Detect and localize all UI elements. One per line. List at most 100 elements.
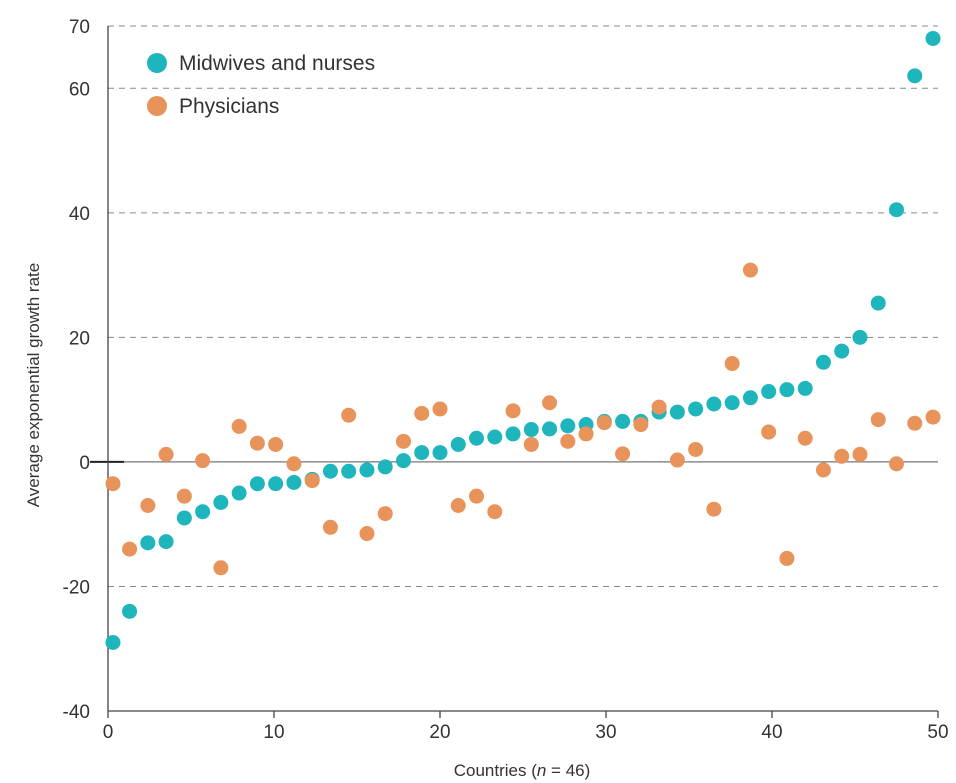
nurse-point-41 <box>852 329 868 345</box>
legend: Midwives and nurses Physicians <box>147 52 375 118</box>
x-tick-label: 10 <box>263 722 284 743</box>
x-axis-title-variable: n <box>537 761 546 780</box>
physician-point-25 <box>560 433 576 449</box>
physician-point-15 <box>377 506 393 522</box>
nurse-point-3 <box>158 534 174 550</box>
nurse-point-38 <box>797 380 813 396</box>
nurse-point-31 <box>669 404 685 420</box>
y-tick-label: 60 <box>69 79 90 100</box>
data-points <box>105 30 941 650</box>
nurse-point-44 <box>907 68 923 84</box>
physician-point-45 <box>925 409 941 425</box>
nurse-point-19 <box>450 436 466 452</box>
axes <box>90 26 939 718</box>
nurse-point-5 <box>195 504 211 520</box>
physician-point-7 <box>231 418 247 434</box>
legend-marker-midwives <box>147 53 167 73</box>
physician-point-26 <box>578 426 594 442</box>
y-tick-labels: 70 60 40 20 0 -20 -40 <box>63 17 90 723</box>
nurse-point-7 <box>231 485 247 501</box>
nurse-point-4 <box>176 510 192 526</box>
nurse-point-18 <box>432 445 448 461</box>
legend-label-physicians: Physicians <box>179 95 279 118</box>
physician-point-40 <box>834 448 850 464</box>
x-tick-label: 40 <box>761 722 782 743</box>
physician-point-33 <box>706 501 722 517</box>
physician-point-10 <box>286 456 302 472</box>
physician-point-23 <box>523 436 539 452</box>
physician-point-2 <box>140 498 156 513</box>
x-axis-title-suffix: = 46) <box>546 761 590 780</box>
physician-point-12 <box>322 519 338 535</box>
x-axis-title: Countries (n = 46) <box>454 761 591 780</box>
nurse-point-0 <box>105 635 121 650</box>
physician-point-16 <box>395 433 411 449</box>
nurse-point-1 <box>122 603 138 619</box>
nurse-point-32 <box>688 401 704 417</box>
physician-point-4 <box>176 488 192 504</box>
physician-point-20 <box>469 488 485 504</box>
physician-point-11 <box>304 473 320 489</box>
nurse-point-13 <box>341 463 357 479</box>
nurse-point-2 <box>140 535 156 551</box>
physician-point-1 <box>122 541 138 557</box>
physician-point-8 <box>249 435 265 451</box>
physician-point-44 <box>907 415 923 431</box>
x-tick-label: 0 <box>103 722 114 743</box>
x-tick-label: 30 <box>595 722 616 743</box>
x-tick-label: 50 <box>927 722 948 743</box>
nurse-point-33 <box>706 396 722 412</box>
physician-point-5 <box>195 453 211 469</box>
x-tick-labels: 0 10 20 30 40 50 <box>103 722 949 743</box>
physician-point-42 <box>870 412 886 428</box>
physician-point-43 <box>889 456 904 472</box>
physician-point-30 <box>651 399 667 415</box>
nurse-point-43 <box>889 202 904 218</box>
physician-point-27 <box>596 415 612 431</box>
physician-point-22 <box>505 403 521 419</box>
y-tick-label: -40 <box>63 702 90 723</box>
nurse-point-9 <box>268 476 284 492</box>
legend-label-midwives: Midwives and nurses <box>179 52 375 75</box>
legend-marker-physicians <box>147 96 167 116</box>
y-tick-label: 70 <box>69 17 90 38</box>
physician-point-6 <box>213 560 229 576</box>
physician-point-32 <box>688 441 704 457</box>
physician-point-3 <box>158 446 174 462</box>
nurse-point-15 <box>377 459 393 475</box>
nurse-point-24 <box>542 421 558 437</box>
nurse-point-39 <box>815 354 831 370</box>
nurse-point-22 <box>505 426 521 442</box>
y-tick-label: -20 <box>63 577 90 598</box>
y-tick-label: 40 <box>69 204 90 225</box>
nurse-point-10 <box>286 474 302 490</box>
physician-point-34 <box>724 356 740 372</box>
nurse-point-16 <box>395 453 411 469</box>
nurse-point-23 <box>523 422 539 438</box>
nurse-point-17 <box>414 445 430 461</box>
physician-point-9 <box>268 436 284 452</box>
nurse-point-21 <box>487 429 503 445</box>
nurse-point-28 <box>615 413 631 429</box>
nurse-point-34 <box>724 395 740 411</box>
physician-point-39 <box>815 462 831 478</box>
y-tick-label: 20 <box>69 328 90 349</box>
physician-point-19 <box>450 498 466 513</box>
physician-point-14 <box>359 526 375 542</box>
physician-point-0 <box>105 476 121 492</box>
physician-point-13 <box>341 407 357 423</box>
x-tick-label: 20 <box>429 722 450 743</box>
nurse-point-20 <box>469 430 485 446</box>
nurse-point-35 <box>742 390 758 406</box>
nurse-point-37 <box>779 382 795 398</box>
physician-point-37 <box>779 550 795 566</box>
physician-point-31 <box>669 452 685 468</box>
physician-point-35 <box>742 262 758 278</box>
y-axis-title: Average exponential growth rate <box>24 263 43 507</box>
x-axis-title-prefix: Countries ( <box>454 761 537 780</box>
physician-point-38 <box>797 430 813 446</box>
physician-point-41 <box>852 446 868 462</box>
nurse-point-25 <box>560 418 576 434</box>
physician-point-24 <box>542 395 558 411</box>
